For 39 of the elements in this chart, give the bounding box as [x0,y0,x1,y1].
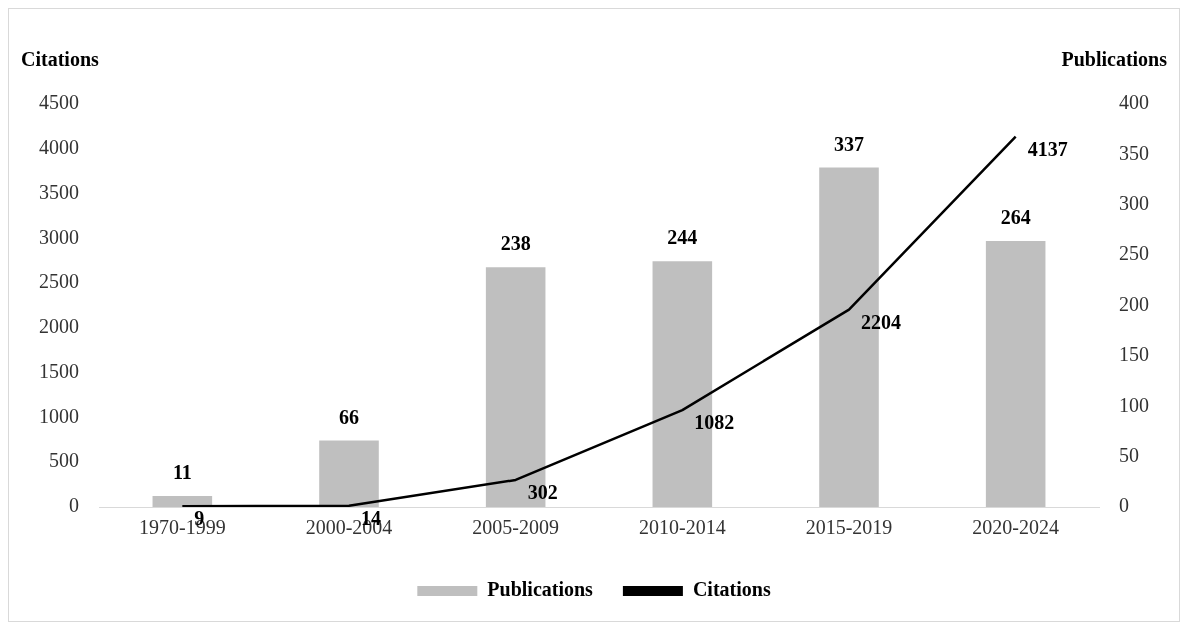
data-label: 4137 [1027,137,1068,160]
data-label: 244 [667,226,698,249]
y2-axis-title: Publications [1061,48,1168,71]
data-label: 11 [172,461,192,484]
data-label: 302 [527,481,558,504]
y-tick-label: 0 [69,494,79,517]
y2-tick-label: 0 [1119,494,1129,517]
y-axis-title: Citations [21,48,99,71]
x-tick-label: 2015-2019 [805,516,893,539]
y2-tick-label: 300 [1119,192,1149,214]
data-label: 264 [1000,206,1031,229]
x-tick-label: 2010-2014 [639,516,726,539]
y-tick-label: 4500 [39,91,79,114]
y2-tick-label: 200 [1119,292,1149,315]
y2-tick-label: 250 [1119,242,1149,265]
bar [985,241,1046,507]
data-label: 2204 [861,310,901,333]
bar [319,440,379,507]
x-tick-label: 2005-2009 [472,516,559,539]
y2-tick-label: 100 [1119,393,1149,416]
y-tick-label: 500 [49,449,79,472]
y-tick-label: 1500 [39,359,79,382]
y-tick-label: 4000 [39,136,79,159]
y2-tick-label: 150 [1119,343,1149,366]
data-label: 66 [339,405,359,428]
y2-tick-label: 350 [1119,141,1149,164]
y-tick-label: 2000 [39,315,79,338]
data-label: 238 [500,232,531,255]
data-label: 337 [834,132,864,155]
y-tick-label: 2500 [39,270,79,293]
y-tick-label: 3000 [39,225,79,248]
y-tick-label: 1000 [39,404,79,427]
data-label: 1082 [694,411,735,434]
legend-label: Citations [692,578,771,601]
y2-tick-label: 400 [1119,91,1149,114]
y-tick-label: 3500 [39,180,79,203]
y2-tick-label: 50 [1119,443,1139,466]
legend-label: Publications [487,578,594,601]
x-tick-label: 2020-2024 [972,516,1059,539]
